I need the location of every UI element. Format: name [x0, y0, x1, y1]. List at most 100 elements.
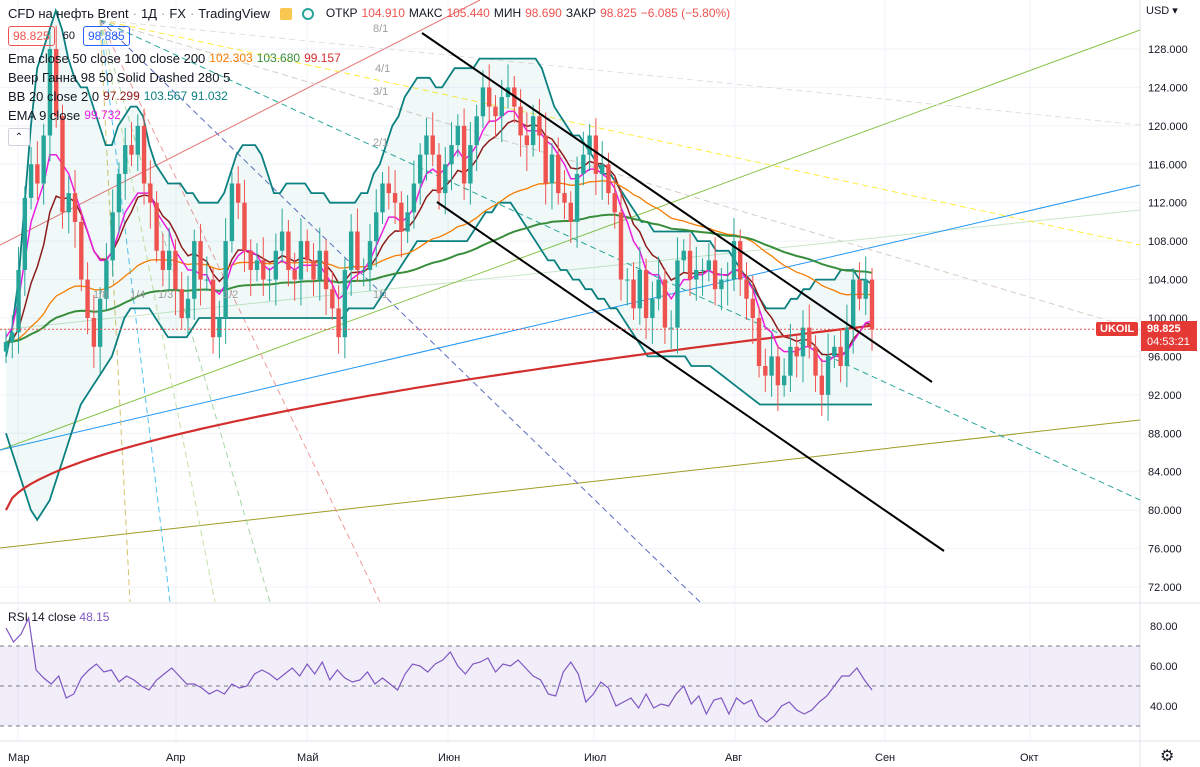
candle-body [668, 327, 674, 329]
candle-body [141, 125, 147, 184]
month-label: Мар [8, 752, 30, 764]
bb-lower-value: 91.032 [191, 89, 228, 103]
bid-button[interactable]: 98.825 [8, 26, 55, 46]
candle-body [543, 135, 548, 184]
price-tick-label: 104.000 [1148, 275, 1188, 287]
candle-body [261, 260, 266, 280]
low-value: 98.690 [525, 6, 562, 20]
symbol-header: CFD на нефть Brent · 1Д · FX · TradingVi… [8, 6, 731, 21]
price-tick-label: 76.000 [1148, 544, 1182, 556]
candle-body [725, 279, 730, 281]
price-tick-label: 116.000 [1148, 159, 1187, 171]
candle-body [850, 279, 856, 328]
candle-body [549, 154, 555, 184]
candle-body [800, 327, 806, 357]
candle-body [60, 116, 65, 213]
market-status-icon[interactable] [279, 7, 292, 20]
candle-body [593, 135, 599, 174]
candle-body [399, 202, 404, 232]
candle-body [129, 145, 134, 155]
candle-body [480, 87, 486, 117]
candle-body [267, 279, 272, 281]
candle-body [819, 375, 824, 395]
candle-body [499, 97, 504, 117]
candle-body [424, 135, 429, 155]
gann-label: 1/4 [130, 289, 145, 301]
indicator-bollinger[interactable]: BB 20 close 2 0 97.299 103.567 91.032 [8, 87, 730, 106]
candle-body [700, 269, 705, 271]
candle-body [254, 260, 260, 270]
chevron-down-icon: ▾ [1172, 5, 1178, 17]
open-label: ОТКР [325, 6, 358, 20]
indicator-ema9[interactable]: EMA 9 close 99.732 [8, 106, 730, 125]
candle-body [279, 231, 285, 251]
candle-body [411, 183, 417, 213]
candle-body [342, 269, 348, 338]
indicator-name: EMA 9 close [8, 108, 81, 123]
gann-label: 4/1 [375, 63, 390, 75]
candle-body [468, 145, 473, 184]
price-tick-label: 120.000 [1148, 121, 1188, 133]
rsi-name: RSI 14 close [8, 610, 77, 624]
candle-body [54, 49, 59, 117]
indicator-ema-50-100-200[interactable]: Ema close 50 close 100 close 200 102.303… [8, 49, 730, 68]
month-label: Сен [875, 752, 895, 764]
ema9-value: 99.732 [84, 108, 121, 122]
collapse-legend-button[interactable]: ⌃ [8, 128, 30, 146]
candle-body [311, 260, 316, 280]
candle-body [738, 241, 743, 280]
currency-selector[interactable]: USD ▾ [1146, 4, 1178, 17]
candle-body [530, 116, 536, 146]
candle-body [637, 269, 643, 309]
candle-body [493, 106, 498, 117]
candle-body [10, 332, 15, 343]
indicator-name: Веер Ганна 98 50 Solid Dashed 280 5 [8, 70, 231, 85]
candle-body [380, 183, 385, 213]
candle-body [3, 342, 9, 352]
candle-body [430, 135, 435, 155]
candles-group [3, 25, 875, 421]
month-label: Апр [166, 752, 185, 764]
candle-body [317, 250, 322, 280]
candle-body [662, 279, 668, 328]
candle-body [606, 164, 611, 194]
price-tick-label: 128.000 [1148, 44, 1188, 56]
candle-body [650, 298, 655, 318]
gann-label: 1/2 [223, 289, 238, 301]
candle-body [135, 125, 140, 155]
candle-body [116, 173, 122, 213]
exchange-label: FX [169, 6, 186, 21]
bb-basis-value: 97.299 [103, 89, 140, 103]
candle-body [719, 279, 724, 290]
rsi-legend[interactable]: RSI 14 close 48.15 [8, 610, 109, 624]
candle-body [417, 154, 423, 184]
candle-body [405, 212, 410, 232]
candle-body [581, 154, 586, 174]
candle-body [524, 135, 530, 146]
ask-button[interactable]: 98.885 [82, 26, 130, 46]
candle-body [97, 298, 103, 347]
candle-body [731, 241, 737, 280]
indicator-gann-fan[interactable]: Веер Ганна 98 50 Solid Dashed 280 5 [8, 68, 730, 87]
symbol-title[interactable]: CFD на нефть Brent [8, 6, 129, 21]
candle-body [392, 193, 398, 203]
candle-body [844, 327, 850, 367]
candle-body [292, 269, 297, 280]
candle-body [863, 279, 868, 299]
ema50-line [5, 180, 873, 343]
spread-value: 60 [62, 29, 75, 42]
candle-body [568, 202, 573, 222]
gear-icon[interactable]: ⚙ [1160, 748, 1175, 765]
candle-body [681, 250, 686, 261]
candle-body [781, 375, 787, 386]
bar-countdown: 04:53:21 [1147, 336, 1190, 348]
close-value: 98.825 [600, 6, 637, 20]
high-label: МАКС [408, 6, 443, 20]
interval-label[interactable]: 1Д [140, 6, 157, 21]
candle-body [556, 154, 561, 194]
candle-body [656, 279, 661, 299]
low-label: МИН [493, 6, 522, 20]
candle-body [813, 346, 818, 376]
